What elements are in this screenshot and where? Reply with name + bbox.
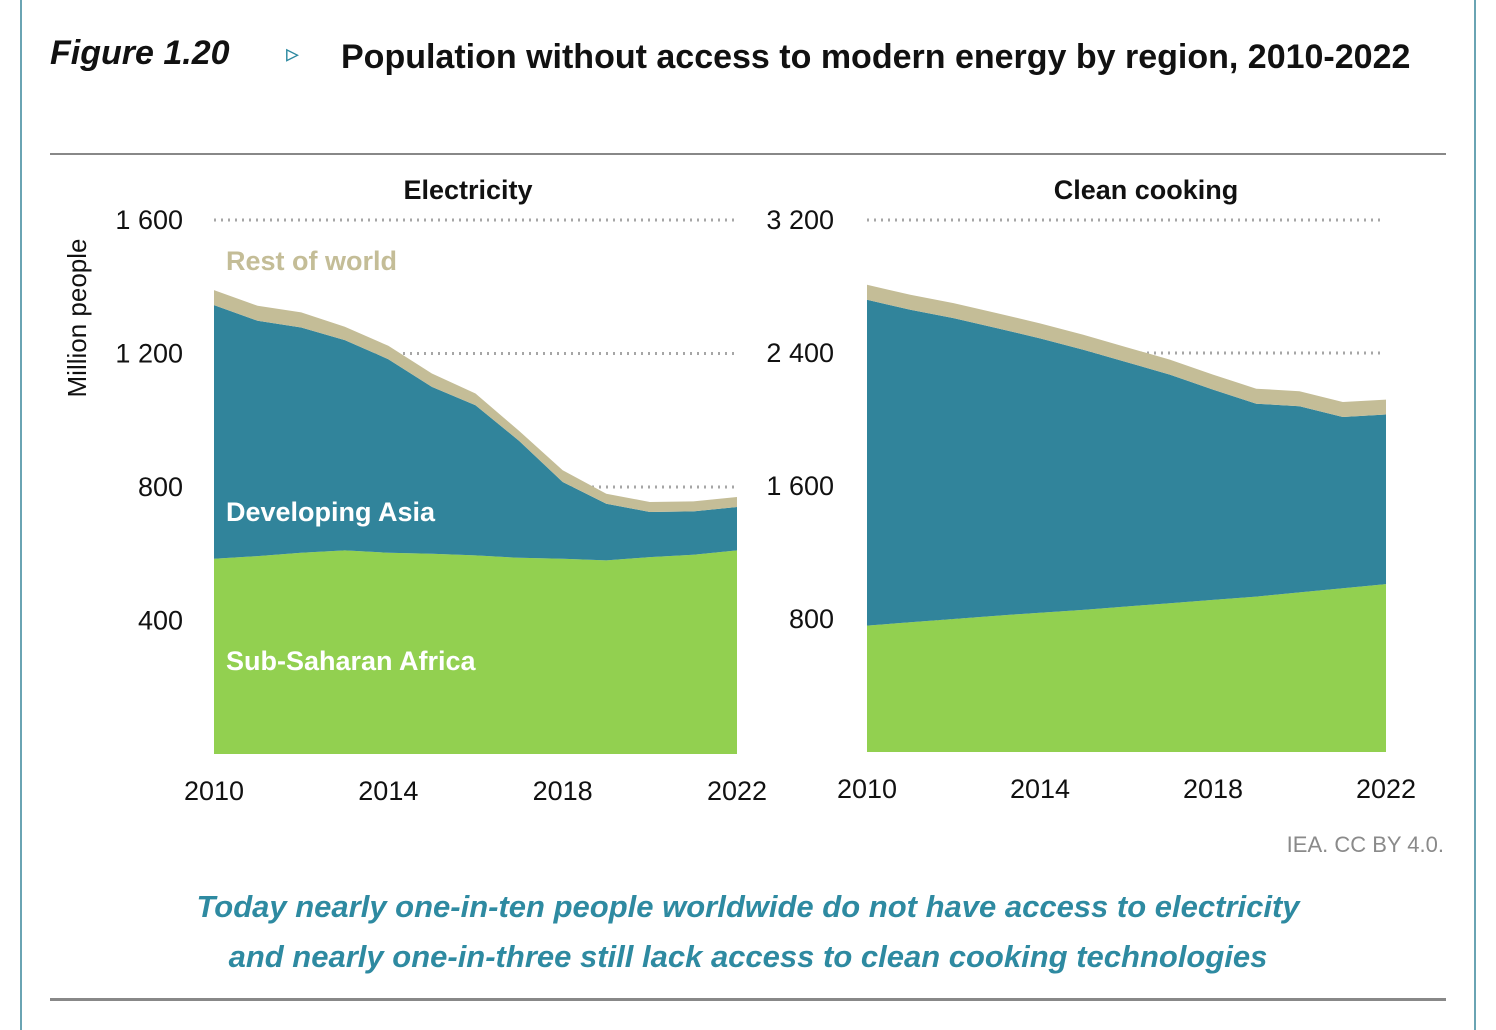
y-axis-label: Million people: [62, 239, 92, 398]
x-tick-label-0-0: 2010: [184, 776, 244, 806]
x-tick-label-1-2: 2018: [1183, 774, 1243, 804]
x-tick-label-1-3: 2022: [1356, 774, 1416, 804]
area-0-developing-asia: [214, 305, 737, 561]
y-tick-label-1-0: 800: [789, 604, 834, 634]
y-tick-label-1-1: 1 600: [766, 471, 834, 501]
series-label-sub-saharan-africa: Sub-Saharan Africa: [226, 646, 477, 676]
caption-line-2: and nearly one-in-three still lack acces…: [228, 939, 1268, 974]
bottom-divider: [50, 998, 1446, 1001]
frame-right-border: [1474, 0, 1476, 1030]
x-tick-label-1-1: 2014: [1010, 774, 1070, 804]
figure-title: Population without access to modern ener…: [341, 38, 1411, 76]
figure-arrow-icon: ▹: [286, 38, 300, 68]
x-tick-label-0-1: 2014: [358, 776, 418, 806]
area-1-sub-saharan-africa: [867, 584, 1386, 752]
figure-caption: Today nearly one-in-ten people worldwide…: [60, 882, 1436, 982]
area-0-rest-of-world: [214, 290, 737, 512]
series-label-rest-of-world: Rest of world: [226, 246, 397, 276]
frame-left-border: [20, 0, 22, 1030]
source-note: IEA. CC BY 4.0.: [1286, 832, 1444, 857]
title-divider: [50, 153, 1446, 155]
x-tick-label-0-2: 2018: [533, 776, 593, 806]
x-tick-label-1-0: 2010: [837, 774, 897, 804]
y-tick-label-0-2: 1 200: [115, 339, 183, 369]
area-0-sub-saharan-africa: [214, 550, 737, 754]
y-tick-label-0-3: 1 600: [115, 205, 183, 235]
y-tick-label-0-0: 400: [138, 606, 183, 636]
panel-title-0: Electricity: [403, 175, 532, 205]
y-tick-label-1-2: 2 400: [766, 338, 834, 368]
y-tick-label-1-3: 3 200: [766, 205, 834, 235]
area-1-developing-asia: [867, 299, 1386, 626]
series-label-developing-asia: Developing Asia: [226, 497, 436, 527]
caption-line-1: Today nearly one-in-ten people worldwide…: [196, 889, 1300, 924]
y-tick-label-0-1: 800: [138, 472, 183, 502]
panel-title-1: Clean cooking: [1054, 175, 1239, 205]
x-tick-label-0-3: 2022: [707, 776, 767, 806]
area-1-rest-of-world: [867, 284, 1386, 417]
figure-label: Figure 1.20: [50, 34, 230, 72]
